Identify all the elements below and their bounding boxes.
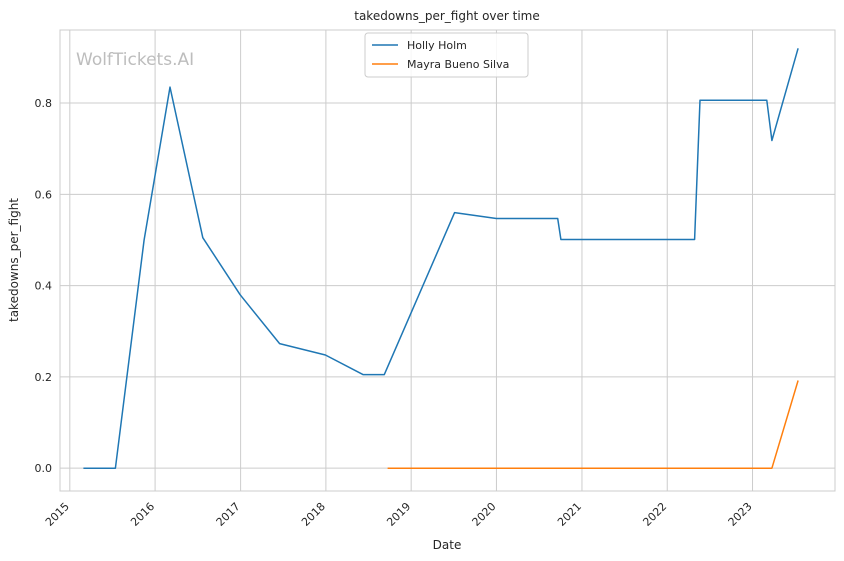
y-tick-label: 0.0 xyxy=(35,462,53,475)
chart-title: takedowns_per_fight over time xyxy=(354,9,540,23)
legend-label: Holly Holm xyxy=(407,39,467,52)
y-tick-label: 0.2 xyxy=(35,371,53,384)
legend-label: Mayra Bueno Silva xyxy=(407,58,509,71)
y-axis-ticks: 0.0 0.2 0.4 0.6 0.8 xyxy=(35,97,53,475)
series-lines xyxy=(83,48,799,469)
series-line xyxy=(83,48,799,469)
y-axis-label: takedowns_per_fight xyxy=(7,198,21,322)
y-tick-label: 0.4 xyxy=(35,280,53,293)
series-line xyxy=(387,380,799,469)
x-axis-label: Date xyxy=(433,538,462,552)
legend: Holly Holm Mayra Bueno Silva xyxy=(364,32,529,78)
y-tick-label: 0.8 xyxy=(35,97,53,110)
legend-box xyxy=(364,32,529,78)
plot-area-frame xyxy=(59,29,836,492)
y-tick-label: 0.6 xyxy=(35,188,53,201)
watermark-text: WolfTickets.AI xyxy=(76,50,194,70)
grid xyxy=(60,30,835,491)
